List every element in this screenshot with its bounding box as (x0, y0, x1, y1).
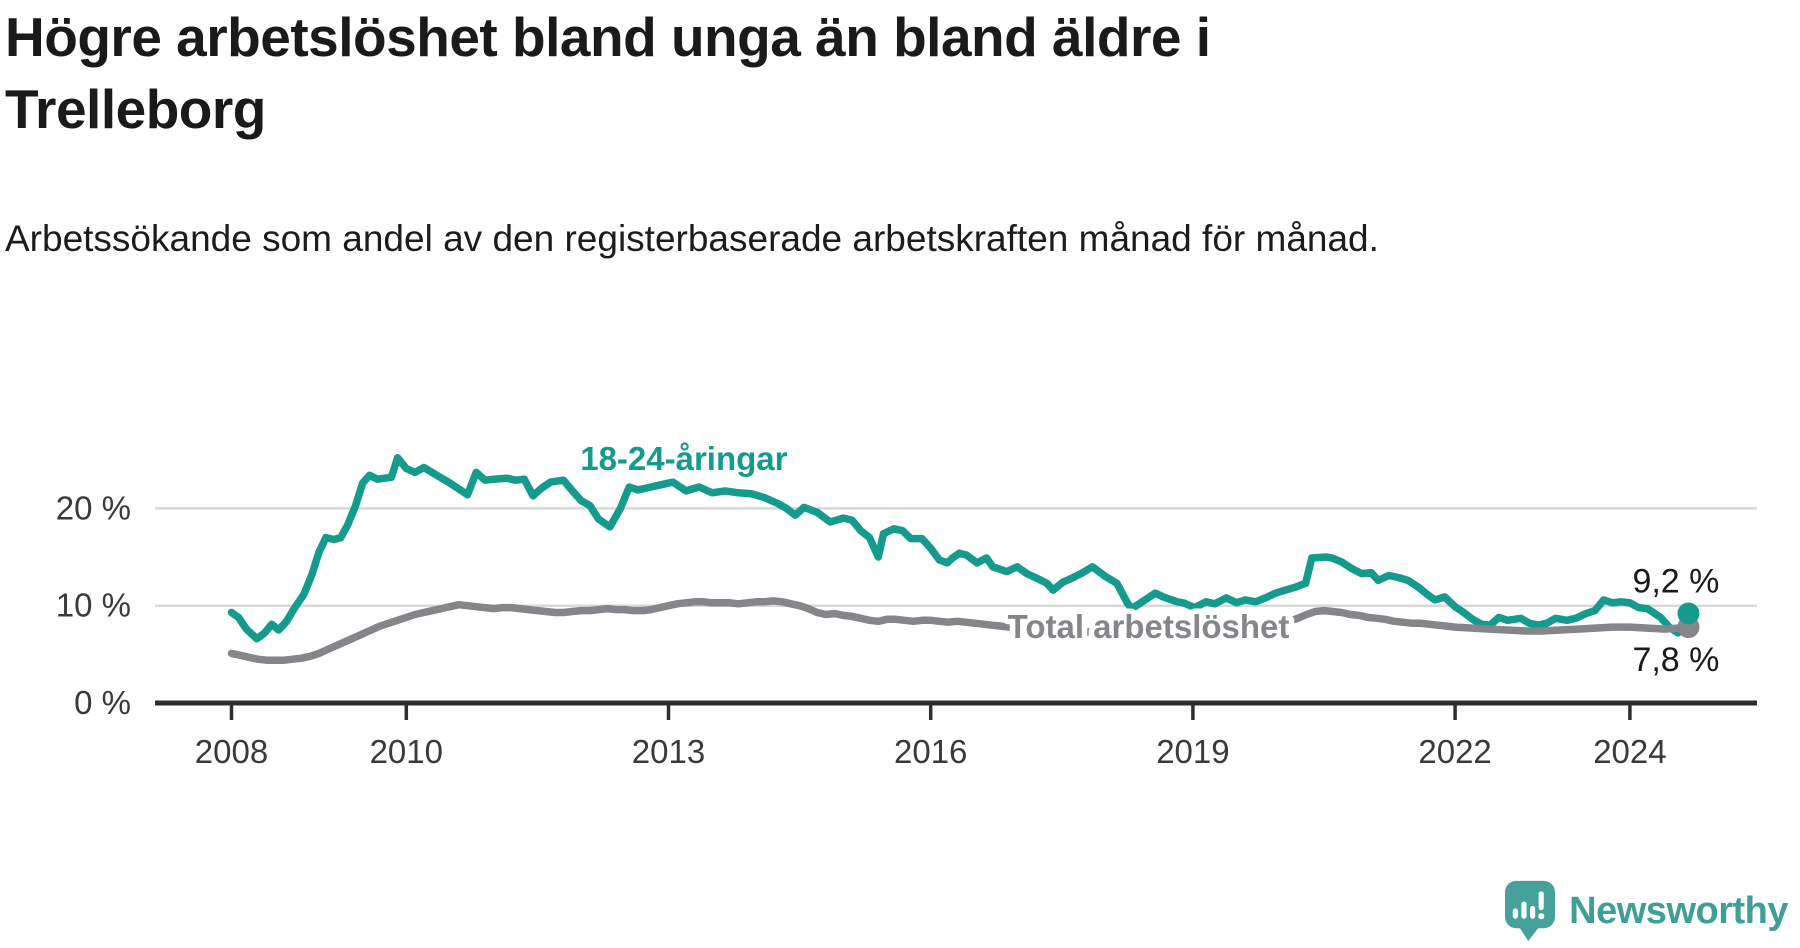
newsworthy-logo-icon (1505, 880, 1556, 942)
end-value-label-youth: 9,2 % (1632, 562, 1719, 600)
page-title: Högre arbetslöshet bland unga än bland ä… (5, 6, 1211, 140)
end-value-label-total: 7,8 % (1632, 641, 1719, 679)
series-line-total (227, 597, 1693, 664)
x-axis-tick-label: 2019 (1156, 733, 1229, 770)
y-axis-tick-label: 0 % (74, 684, 131, 721)
series-label-youth: 18-24-åringar (580, 440, 787, 477)
series-line-youth (227, 454, 1693, 643)
newsworthy-logo: Newsworthy (1504, 880, 1788, 942)
series-label-total: Total arbetslöshet (1008, 608, 1290, 645)
x-axis-tick-label: 2016 (894, 733, 967, 770)
page-subtitle: Arbetssökande som andel av den registerb… (5, 218, 1379, 259)
x-axis-tick-label: 2024 (1593, 733, 1666, 770)
x-axis-tick-label: 2013 (632, 733, 705, 770)
x-axis-tick-label: 2008 (195, 733, 268, 770)
x-axis-tick-label: 2010 (370, 733, 443, 770)
y-axis-tick-label: 20 % (56, 489, 131, 526)
series-end-dot (1677, 602, 1700, 625)
x-axis-tick-label: 2022 (1418, 733, 1491, 770)
brand-name: Newsworthy (1569, 889, 1788, 932)
y-axis-tick-label: 10 % (56, 587, 131, 624)
